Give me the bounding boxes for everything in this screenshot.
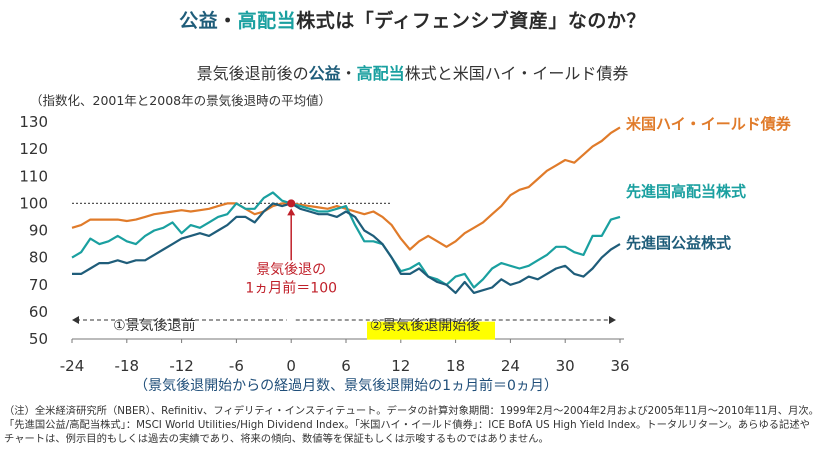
- x-tick-label: 30: [556, 357, 575, 375]
- x-tick-label: -24: [60, 357, 85, 375]
- x-tick-label: 6: [341, 357, 351, 375]
- annotation-line1: 景気後退の: [256, 262, 326, 278]
- line-chart: 50 60 70 80 90 100 110 120 130 -24 -18 -12 -6 0 6 12 18 2…: [19, 113, 792, 394]
- phase-before-label: ①景気後退前: [113, 317, 196, 334]
- y-tick-label: 60: [29, 303, 48, 321]
- y-tick-label: 50: [29, 330, 48, 348]
- y-tick-label: 70: [29, 276, 48, 294]
- annotation-line2: 1ヵ月前＝100: [245, 279, 337, 296]
- y-tick-label: 120: [19, 140, 48, 158]
- index-note: （指数化、2001年と2008年の景気後退時の平均値）: [30, 93, 332, 108]
- y-tick-label: 130: [19, 113, 48, 131]
- page-title: 公益・高配当株式は「ディフェンシブ資産」なのか？: [179, 10, 646, 32]
- y-tick-label: 80: [29, 249, 48, 267]
- subtitle-highdividend: 高配当: [356, 64, 405, 83]
- title-highdividend: 高配当: [237, 10, 297, 32]
- x-tick-label: 12: [391, 357, 410, 375]
- x-axis-caption: （景気後退開始からの経過月数、景気後退開始の1ヵ月前＝0ヵ月）: [134, 377, 558, 394]
- phase-before-arrowhead: [72, 316, 79, 325]
- x-tick-label: 18: [446, 357, 465, 375]
- series-line: [71, 191, 621, 289]
- series-line: [72, 202, 621, 294]
- y-tick-label: 100: [19, 194, 48, 212]
- series-label: 先進国公益株式: [626, 234, 731, 252]
- chart-subtitle: 景気後退前後の公益・高配当株式と米国ハイ・イールド債券: [196, 64, 629, 83]
- series-label: 先進国高配当株式: [626, 183, 746, 201]
- y-tick-label: 110: [19, 167, 48, 185]
- x-tick-label: 0: [286, 357, 296, 375]
- x-tick-label: -6: [229, 357, 244, 375]
- title-utilities: 公益: [179, 10, 219, 32]
- x-tick-label: -18: [115, 357, 140, 375]
- x-tick-label: -12: [169, 357, 194, 375]
- x-tick-label: 36: [610, 357, 629, 375]
- phase-after-label: ②景気後退開始後: [370, 318, 481, 334]
- baseline-marker: [287, 199, 296, 208]
- series-label: 米国ハイ・イールド債券: [626, 115, 792, 133]
- annotation-arrowhead: [287, 208, 296, 216]
- footnote: （注）全米経済研究所（NBER）、Refinitiv、フィデリティ・インスティテ…: [4, 405, 819, 445]
- y-tick-label: 90: [29, 222, 48, 240]
- subtitle-utilities: 公益: [308, 64, 341, 83]
- phase-after-highlight: [367, 321, 496, 340]
- series-line: [71, 126, 621, 251]
- x-tick-label: 24: [501, 357, 520, 375]
- phase-after-arrowhead: [609, 316, 616, 325]
